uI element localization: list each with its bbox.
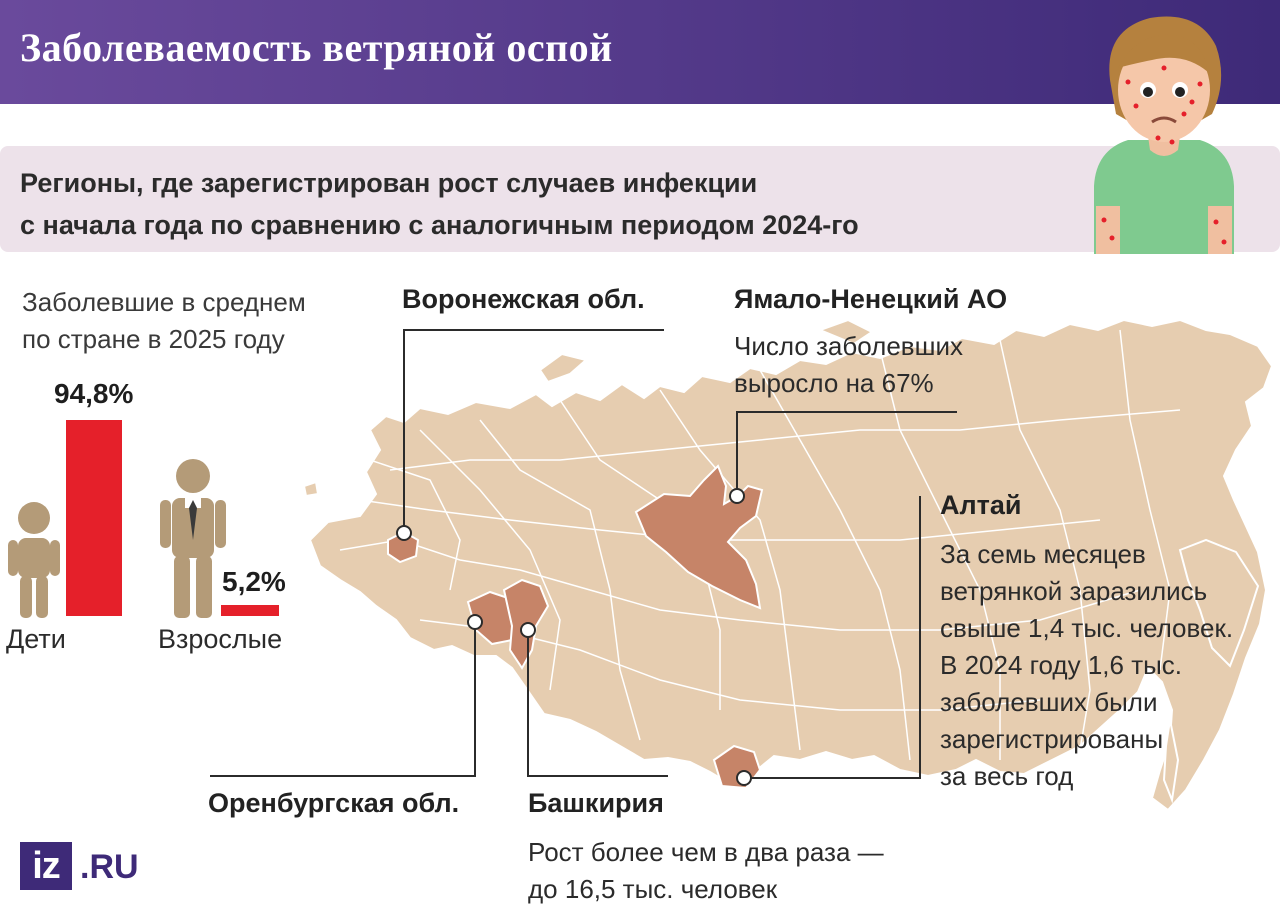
yamal-note: Число заболевших выросло на 67%: [734, 328, 963, 402]
adults-bar: [221, 605, 279, 616]
sick-person-illustration: [1094, 16, 1234, 254]
altai-note-line-7: за весь год: [940, 761, 1074, 791]
stat-caption-line-1: Заболевшие в среднем: [22, 287, 306, 317]
altai-label: Алтай: [940, 490, 1022, 520]
subtitle-line-2: с начала года по сравнению с аналогичным…: [20, 210, 859, 240]
stat-caption: Заболевшие в среднем по стране в 2025 го…: [22, 284, 362, 358]
kaliningrad: [302, 480, 320, 498]
children-percent-label: 94,8%: [54, 378, 134, 409]
novaya-zemlya: [538, 352, 589, 384]
bashkiria-note: Рост более чем в два раза — до 16,5 тыс.…: [528, 834, 884, 908]
header-bar: [0, 0, 1280, 104]
adults-percent-label: 5,2%: [222, 566, 286, 597]
iz-logo: iz: [20, 842, 72, 890]
altai-note-line-1: За семь месяцев: [940, 539, 1146, 569]
adults-label: Взрослые: [158, 624, 283, 654]
yamal-note-line-2: выросло на 67%: [734, 368, 934, 398]
subtitle-panel: [0, 146, 1280, 252]
voronezh-label: Воронежская обл.: [402, 284, 645, 314]
altai-note-line-3: свыше 1,4 тыс. человек.: [940, 613, 1234, 643]
yamal-label: Ямало-Ненецкий АО: [734, 284, 1008, 314]
altai-note: За семь месяцев ветрянкой заразились свы…: [940, 536, 1233, 795]
bashkiria-note-line-2: до 16,5 тыс. человек: [528, 874, 778, 904]
altai-note-line-4: В 2024 году 1,6 тыс.: [940, 650, 1183, 680]
subtitle-line-1: Регионы, где зарегистрирован рост случае…: [20, 168, 758, 198]
children-label: Дети: [6, 624, 66, 654]
altai-note-line-6: зарегистрированы: [940, 724, 1164, 754]
yamal-note-line-1: Число заболевших: [734, 331, 963, 361]
bashkiria-label: Башкирия: [528, 788, 664, 818]
logo-domain: .RU: [80, 848, 139, 886]
bashkiria-note-line-1: Рост более чем в два раза —: [528, 837, 884, 867]
altai-note-line-2: ветрянкой заразились: [940, 576, 1208, 606]
children-bar: [66, 420, 122, 616]
orenburg-label: Оренбургская обл.: [208, 788, 460, 818]
page-title: Заболеваемость ветряной оспой: [20, 25, 613, 70]
taymyr-north: [817, 318, 874, 346]
adult-icon: [160, 459, 226, 618]
subtitle: Регионы, где зарегистрирован рост случае…: [20, 162, 1020, 246]
kamchatka: [1178, 538, 1260, 668]
stat-caption-line-2: по стране в 2025 году: [22, 324, 285, 354]
child-icon: [8, 502, 60, 618]
sakhalin: [1162, 719, 1180, 804]
altai-note-line-5: заболевших были: [940, 687, 1158, 717]
